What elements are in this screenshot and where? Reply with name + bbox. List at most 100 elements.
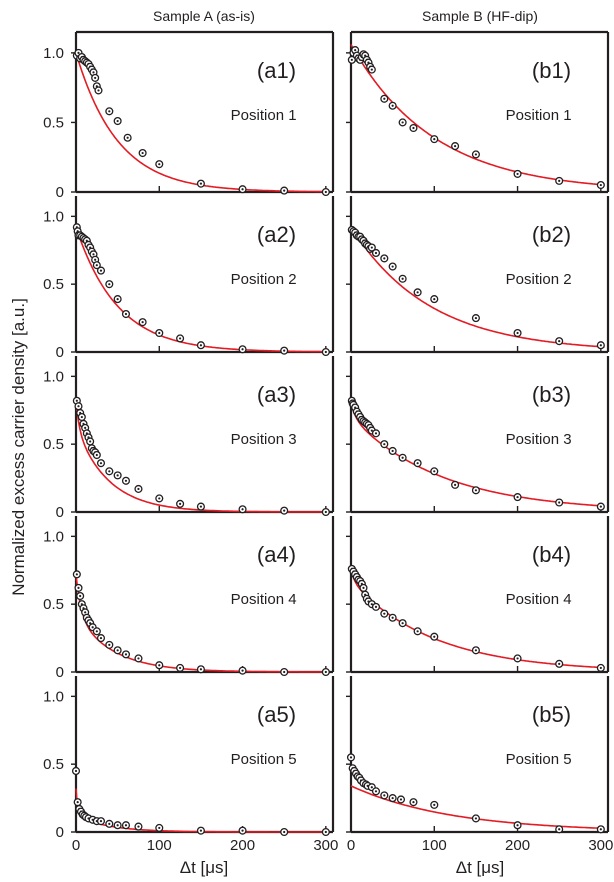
data-point [105,640,114,649]
data-point [430,295,439,304]
data-point [74,402,83,411]
data-point-dot [599,344,602,347]
data-point-dot [141,321,144,324]
y-tick-label: 1.0 [43,208,64,225]
data-point-dot [412,801,415,804]
data-point-dot [558,828,561,831]
data-point-dot [412,126,415,130]
data-point [196,826,205,835]
position-label: Position 1 [506,107,572,124]
data-point-dot [116,474,119,477]
panel-id-label: (b4) [532,542,571,567]
data-point [176,334,185,343]
data-point-dot [199,344,203,347]
data-point [71,766,81,776]
data-point-dot [383,612,386,615]
data-point-dot [137,487,140,491]
panel-id-label: (b2) [532,222,571,247]
data-point-dot [97,89,100,92]
data-point-dot [370,246,373,249]
data-point-dot [370,68,373,71]
data-point [371,429,381,438]
data-point [113,646,122,655]
y-tick-label: 0 [56,184,64,201]
data-point [123,133,132,142]
data-point [238,505,247,514]
data-point [388,446,397,456]
data-point-dot [324,190,327,194]
position-label: Position 4 [231,591,297,608]
data-point-dot [124,312,128,316]
data-point [86,437,95,446]
data-point-dot [84,611,87,614]
data-point [96,817,106,826]
data-point-dot [116,297,119,301]
y-tick-label: 0 [56,344,64,361]
data-point-dot [474,316,478,320]
data-point [321,827,330,837]
y-tick-label: 1.0 [43,528,64,545]
data-point [398,274,407,283]
data-point-dot [75,399,78,402]
data-point [73,798,82,807]
data-point-dot [599,828,602,831]
position-label: Position 2 [506,271,572,288]
data-point-dot [558,501,561,504]
data-point [155,160,164,169]
x-tick-label: 200 [505,837,530,854]
data-point-dot [199,829,203,832]
data-point-dot [374,251,378,255]
data-point [196,502,205,511]
data-point-dot [108,470,111,473]
y-tick-label: 0.5 [43,436,64,453]
data-point [321,507,330,517]
data-point [359,583,368,592]
data-point-dot [80,415,83,419]
data-point [398,118,407,127]
data-point [555,498,564,507]
data-point-dot [391,616,394,619]
data-point-dot [374,605,378,608]
data-point [113,295,122,304]
data-point [121,821,131,830]
data-point-dot [99,820,103,823]
data-point [280,827,289,837]
data-point-dot [158,664,161,667]
data-point [105,467,114,476]
data-point-dot [89,440,92,443]
data-point [77,412,86,422]
x-tick-label: 0 [72,837,80,854]
data-point-dot [75,573,78,576]
data-point-dot [516,495,519,499]
data-point-dot [383,794,386,797]
y-axis-title: Normalized excess carrier density [a.u.] [9,298,28,596]
data-point [321,347,330,357]
data-point [280,506,289,515]
data-point [92,261,101,270]
data-point [196,665,205,674]
data-point-dot [516,331,519,335]
data-point [388,101,397,110]
data-point-dot [99,462,103,465]
data-point [380,440,389,449]
data-point-dot [241,829,244,832]
data-point [555,337,564,346]
data-point-dot [95,264,98,267]
data-point-dot [474,153,478,156]
position-label: Position 4 [506,591,572,608]
x-axis-title-left: Δt [μs] [180,858,229,877]
data-point [413,459,422,468]
data-point [388,262,397,271]
data-point [367,65,376,74]
data-point-dot [391,449,394,453]
y-tick-label: 0.5 [43,276,64,293]
panel-a2: 0 0.5 1.0 (a2) Position 2 [43,196,335,361]
data-point-dot [283,349,286,352]
panel-b5: 0 100 200 300 (b5) Position 5 [346,676,613,854]
data-point [92,627,101,636]
data-point [430,135,439,144]
data-point [176,663,185,672]
data-point [555,659,564,668]
data-point-dot [241,188,244,191]
data-point-dot [77,51,80,54]
